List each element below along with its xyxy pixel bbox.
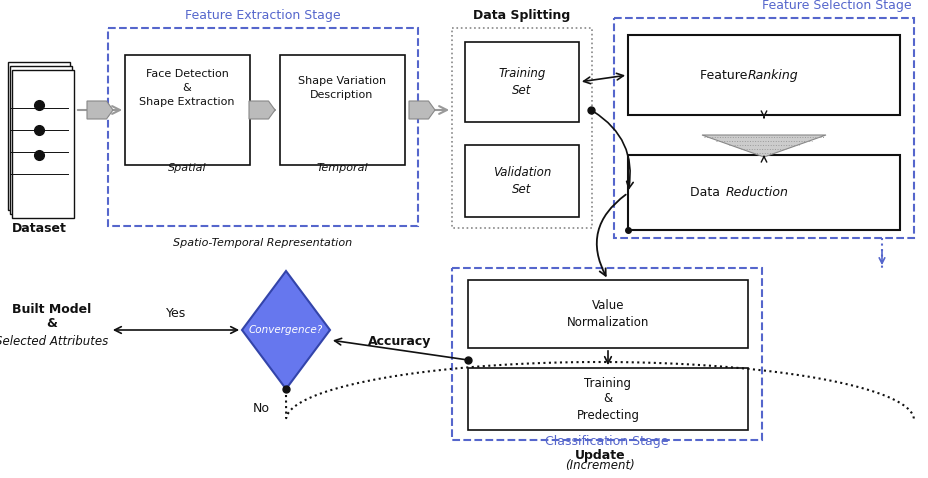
Bar <box>452 268 761 440</box>
Bar <box>108 28 418 226</box>
Text: (Increment): (Increment) <box>564 459 634 472</box>
Bar <box>465 145 578 217</box>
Text: Validation
Set: Validation Set <box>492 166 550 196</box>
Text: No: No <box>252 402 270 415</box>
Text: Value
Normalization: Value Normalization <box>566 299 649 329</box>
Polygon shape <box>408 101 434 119</box>
Text: Built Model: Built Model <box>12 303 92 316</box>
Bar <box>279 55 405 165</box>
Bar <box>468 280 747 348</box>
Text: Data: Data <box>690 186 723 199</box>
Text: Shape Variation
Description: Shape Variation Description <box>298 76 386 100</box>
Bar <box>627 35 899 115</box>
Bar <box>468 368 747 430</box>
Bar <box>627 155 899 230</box>
Text: Spatial: Spatial <box>168 163 206 173</box>
Text: Yes: Yes <box>166 307 186 320</box>
Text: Convergence?: Convergence? <box>249 325 323 335</box>
Text: Feature Selection Stage: Feature Selection Stage <box>762 0 911 12</box>
Text: Dataset: Dataset <box>11 222 67 235</box>
Bar <box>8 62 70 210</box>
Text: Feature: Feature <box>699 68 751 82</box>
Text: Face Detection
&
Shape Extraction: Face Detection & Shape Extraction <box>139 69 235 107</box>
Text: Data Splitting: Data Splitting <box>473 9 570 22</box>
Text: &: & <box>46 317 58 330</box>
Text: Feature Extraction Stage: Feature Extraction Stage <box>185 9 341 22</box>
Text: Temporal: Temporal <box>316 163 367 173</box>
Bar <box>125 55 250 165</box>
Bar <box>10 66 72 214</box>
Polygon shape <box>87 101 113 119</box>
Text: Ranking: Ranking <box>747 68 798 82</box>
Bar <box>613 18 913 238</box>
Bar <box>452 28 591 228</box>
Polygon shape <box>702 135 825 157</box>
Polygon shape <box>241 271 329 389</box>
Bar <box>465 42 578 122</box>
Text: Selected Attributes: Selected Attributes <box>0 335 109 348</box>
Text: Update: Update <box>574 449 625 462</box>
Text: Spatio-Temporal Representation: Spatio-Temporal Representation <box>174 238 353 248</box>
Text: Accuracy: Accuracy <box>367 335 432 348</box>
Polygon shape <box>249 101 275 119</box>
Bar <box>12 70 74 218</box>
Text: Training
&
Predecting: Training & Predecting <box>576 377 638 422</box>
Text: Classification Stage: Classification Stage <box>545 435 668 448</box>
Text: Reduction: Reduction <box>725 186 788 199</box>
Text: Training
Set: Training Set <box>497 67 545 97</box>
